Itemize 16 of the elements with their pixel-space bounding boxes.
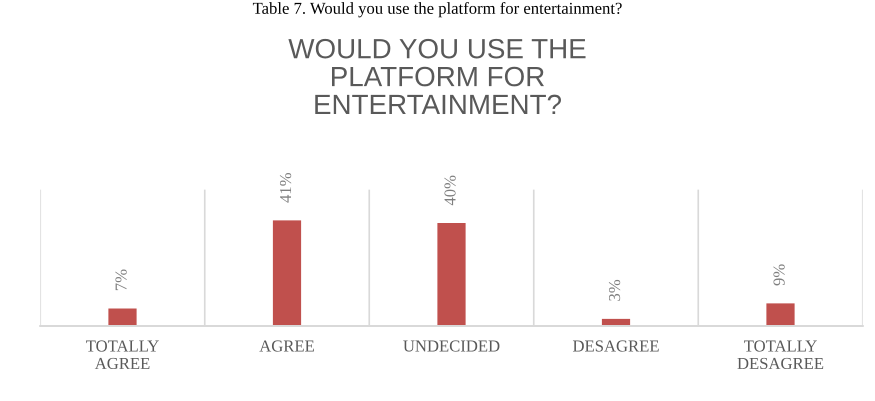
data-label: 7%: [115, 270, 127, 290]
bar: [107, 307, 138, 326]
x-tick-label: DESAGREE: [572, 340, 659, 352]
data-label: 3%: [608, 280, 620, 301]
bar: [436, 222, 467, 326]
x-tick-label: TOTALLY DESAGREE: [737, 340, 824, 370]
x-tick-label: TOTALLY AGREE: [86, 340, 159, 370]
bar: [272, 218, 302, 326]
bar: [765, 302, 796, 326]
chart-title: WOULD YOU USE THE PLATFORM FOR ENTERTAINMENT?: [288, 38, 586, 114]
data-label: 41%: [280, 173, 292, 203]
x-tick-label: UNDECIDED: [403, 340, 500, 352]
x-tick-label: AGREE: [259, 340, 314, 352]
data-label: 9%: [773, 264, 785, 286]
data-label: 40%: [444, 176, 456, 206]
caption: Table 7. Would you use the platform for entertainment?: [252, 2, 622, 18]
